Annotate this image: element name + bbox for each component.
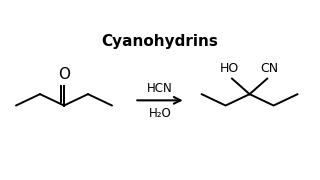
Text: O: O (58, 67, 70, 82)
Text: HCN: HCN (147, 82, 173, 95)
Text: H₂O: H₂O (148, 107, 172, 120)
Text: CN: CN (261, 62, 279, 75)
Text: HO: HO (220, 62, 239, 75)
Text: Cyanohydrins: Cyanohydrins (101, 34, 219, 49)
